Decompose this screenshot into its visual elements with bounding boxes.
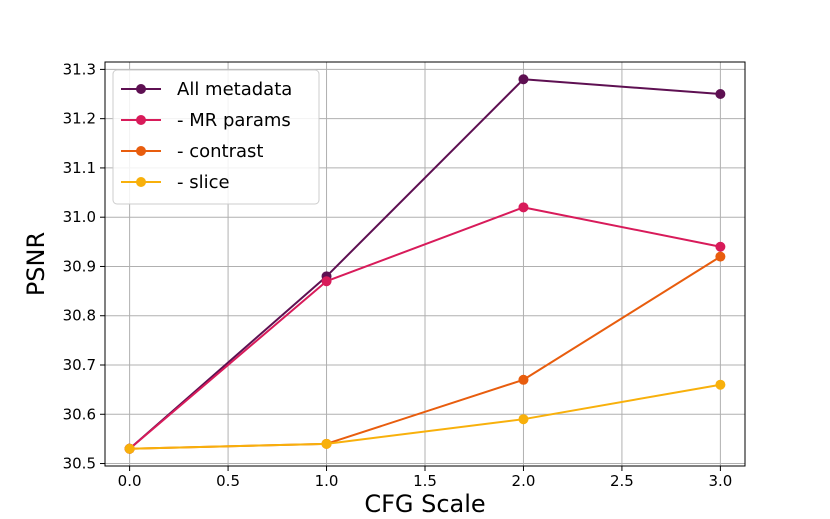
y-tick-label: 30.9 xyxy=(63,257,96,275)
ticks: 0.0 0.5 1.0 1.5 2.0 2.5 3.0 30.5 30.6 30.7 30.8 30.… xyxy=(63,60,733,490)
x-tick-label: 0.0 xyxy=(118,472,142,490)
data-point xyxy=(518,374,529,385)
data-point xyxy=(518,74,529,85)
x-tick-label: 1.0 xyxy=(315,472,339,490)
series-line xyxy=(128,78,721,450)
data-point xyxy=(518,414,529,425)
legend-label: All metadata xyxy=(177,79,292,100)
y-tick-label: 31.3 xyxy=(63,60,96,78)
legend-box xyxy=(112,69,320,205)
legend-swatch-marker xyxy=(136,177,146,187)
x-tick-label: 3.0 xyxy=(708,472,732,490)
y-axis-label: PSNR xyxy=(22,232,50,296)
series-slice xyxy=(124,379,726,454)
y-tick-label: 30.8 xyxy=(63,307,96,325)
series-line xyxy=(128,206,721,450)
y-tick-label: 30.6 xyxy=(63,405,96,423)
x-tick-label: 1.5 xyxy=(413,472,437,490)
data-point xyxy=(124,443,135,454)
legend-label: - slice xyxy=(177,172,230,193)
legend-label: - MR params xyxy=(177,110,291,131)
legend: All metadata - MR params - contrast - slice xyxy=(112,69,320,205)
grid xyxy=(105,62,745,466)
legend-swatch-marker xyxy=(136,84,146,94)
series-line xyxy=(129,383,721,450)
y-tick-label: 31.1 xyxy=(63,159,96,177)
data-point xyxy=(321,438,332,449)
data-point xyxy=(321,276,332,287)
data-point xyxy=(715,89,726,100)
legend-label: - contrast xyxy=(177,141,263,162)
data-point xyxy=(715,241,726,252)
legend-swatch-marker xyxy=(136,146,146,156)
y-tick-label: 30.7 xyxy=(63,356,96,374)
data-point xyxy=(715,251,726,262)
y-tick-label: 31.2 xyxy=(63,110,96,128)
data-point xyxy=(715,379,726,390)
y-tick-label: 31.0 xyxy=(63,208,96,226)
legend-swatch-marker xyxy=(136,115,146,125)
x-axis-label: CFG Scale xyxy=(364,490,485,518)
x-tick-label: 0.5 xyxy=(216,472,240,490)
x-tick-label: 2.5 xyxy=(610,472,634,490)
x-tick-label: 2.0 xyxy=(512,472,536,490)
series-layer xyxy=(124,74,726,454)
y-tick-label: 30.5 xyxy=(63,455,96,473)
data-point xyxy=(518,202,529,213)
